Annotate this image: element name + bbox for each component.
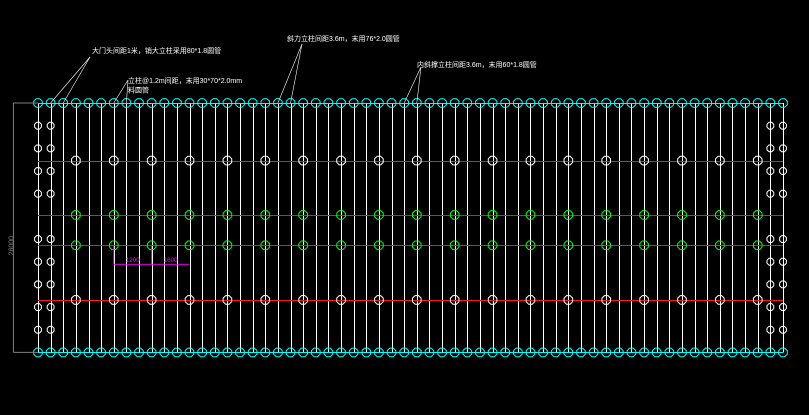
svg-text:28000: 28000 bbox=[8, 236, 15, 256]
svg-text:1200: 1200 bbox=[126, 257, 141, 264]
svg-text:斜力立柱间距3.6m，末用76*2.0圆管: 斜力立柱间距3.6m，末用76*2.0圆管 bbox=[287, 34, 400, 43]
svg-text:1600: 1600 bbox=[164, 257, 179, 264]
svg-text:内斜撑立柱间距3.6m，末用60*1.8圆管: 内斜撑立柱间距3.6m，末用60*1.8圆管 bbox=[417, 60, 537, 69]
svg-text:大门头间距1米，销大立柱采用80*1.8圆管: 大门头间距1米，销大立柱采用80*1.8圆管 bbox=[92, 46, 221, 55]
